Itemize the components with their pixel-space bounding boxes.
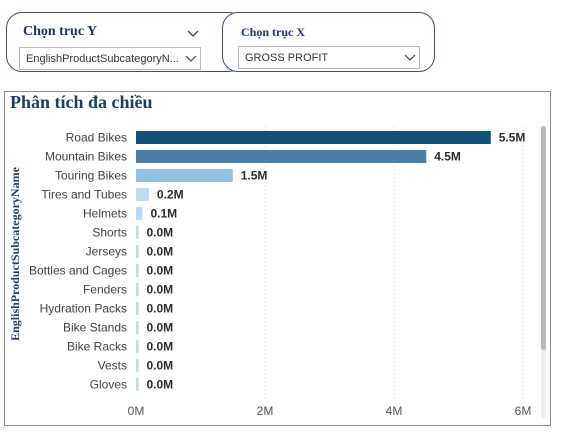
category-label: Vests <box>98 359 127 373</box>
data-label: 0.0M <box>147 245 174 259</box>
slicer-y-title: Chọn trục Y <box>23 24 98 39</box>
slicer-x-title: Chọn trục X <box>241 25 306 39</box>
x-tick-label: 0M <box>128 404 145 418</box>
chevron-down-icon[interactable] <box>401 49 419 67</box>
y-axis-title: EnglishProductSubcategoryName <box>8 166 22 340</box>
slicer-x-axis: Chọn trục X GROSS PROFIT <box>222 12 435 72</box>
slicer-y-dropdown[interactable]: EnglishProductSubcategoryN... <box>19 47 201 70</box>
bar <box>136 264 139 277</box>
category-label: Jerseys <box>86 245 127 259</box>
category-label: Shorts <box>92 226 127 240</box>
bar <box>136 340 139 353</box>
category-label: Mountain Bikes <box>45 150 127 164</box>
data-label: 0.0M <box>147 283 174 297</box>
data-label: 0.0M <box>147 302 174 316</box>
category-label: Bottles and Cages <box>29 264 127 278</box>
bar <box>136 245 139 258</box>
chevron-down-icon[interactable] <box>187 25 199 43</box>
category-label: Touring Bikes <box>55 169 127 183</box>
data-label: 1.5M <box>241 169 268 183</box>
bar <box>136 131 491 144</box>
category-label: Hydration Packs <box>40 302 127 316</box>
category-label: Gloves <box>90 378 127 392</box>
data-label: 0.0M <box>147 264 174 278</box>
category-label: Tires and Tubes <box>41 188 127 202</box>
chart-title: Phân tích đa chiều <box>10 92 153 112</box>
bar <box>136 169 233 182</box>
bar-chart: EnglishProductSubcategoryName Road Bikes 5… <box>8 126 532 418</box>
category-label: Road Bikes <box>66 131 127 145</box>
x-tick-label: 6M <box>515 404 532 418</box>
category-label: Fenders <box>83 283 127 297</box>
scrollbar-thumb[interactable] <box>541 126 546 350</box>
bar <box>136 378 139 391</box>
bar <box>136 283 139 296</box>
bar <box>136 188 149 201</box>
data-label: 0.2M <box>157 188 184 202</box>
category-label: Bike Stands <box>63 321 127 335</box>
data-label: 0.0M <box>147 226 174 240</box>
data-label: 0.1M <box>150 207 177 221</box>
bar <box>136 150 427 163</box>
category-label: Bike Racks <box>67 340 127 354</box>
bar <box>136 226 139 239</box>
slicer-y-selected-value: EnglishProductSubcategoryN... <box>26 52 179 65</box>
bar <box>136 207 143 220</box>
data-label: 0.0M <box>147 321 174 335</box>
data-label: 0.0M <box>147 340 174 354</box>
slicer-y-axis: Chọn trục Y EnglishProductSubcategoryN..… <box>6 12 244 72</box>
chevron-down-icon[interactable] <box>182 50 200 68</box>
data-label: 5.5M <box>499 131 526 145</box>
slicer-x-selected-value: GROSS PROFIT <box>245 51 329 64</box>
x-tick-label: 2M <box>257 404 274 418</box>
bar <box>136 302 139 315</box>
data-label: 0.0M <box>147 378 174 392</box>
bar <box>136 321 139 334</box>
x-tick-label: 4M <box>386 404 403 418</box>
chart-visual: Phân tích đa chiều EnglishProductSubcate… <box>4 91 551 426</box>
data-label: 4.5M <box>434 150 461 164</box>
bar <box>136 359 139 372</box>
data-label: 0.0M <box>147 359 174 373</box>
slicer-x-dropdown[interactable]: GROSS PROFIT <box>238 46 420 69</box>
category-label: Helmets <box>83 207 127 221</box>
